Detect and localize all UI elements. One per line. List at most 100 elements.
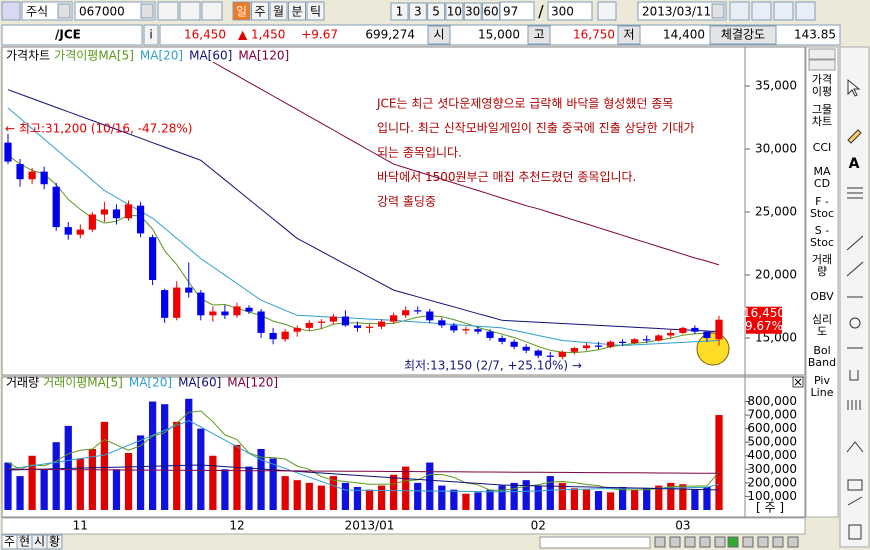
candle-body [161, 290, 169, 318]
candle-body [281, 331, 289, 340]
x-tick-label: 12 [229, 519, 244, 533]
candle-body [257, 311, 265, 333]
volume-bar [197, 428, 205, 510]
tool-button[interactable] [751, 1, 772, 21]
tool-button[interactable] [729, 1, 750, 21]
candle-body [269, 332, 277, 340]
dropdown-arrow[interactable] [140, 3, 154, 19]
x-tick-label: 03 [675, 519, 690, 533]
info-text: i [149, 28, 152, 42]
count-input[interactable] [499, 1, 535, 21]
y-tick-label: 200,000 [747, 475, 797, 489]
indicator-label[interactable]: 그물 [812, 103, 832, 116]
total-input[interactable] [547, 1, 593, 21]
candle-body [136, 205, 145, 234]
candle-body [148, 237, 157, 281]
indicator-label[interactable]: 량 [817, 265, 827, 278]
indicator-label[interactable]: CD [814, 177, 830, 190]
indicator-label[interactable]: F - [815, 195, 829, 208]
volume-bar [486, 489, 494, 510]
dropdown-arrow[interactable] [711, 3, 725, 19]
period-text: 틱 [310, 5, 321, 19]
tab[interactable] [46, 534, 63, 550]
legend-entry: MA[120] [227, 376, 278, 390]
indicator-label[interactable]: Bol [813, 344, 830, 357]
interval-button[interactable] [390, 2, 409, 21]
period-text: 일 [236, 5, 247, 19]
indicator-label[interactable]: 심리 [812, 313, 832, 326]
indicator-label[interactable]: Line [811, 386, 834, 399]
quote-cell [159, 24, 841, 46]
tool-button[interactable] [179, 1, 201, 21]
scroll-down[interactable] [808, 59, 836, 71]
interval-button[interactable] [408, 2, 427, 21]
y-tick-label: 15,000 [755, 330, 797, 344]
candle-body [703, 331, 711, 338]
candle-body [52, 186, 60, 228]
app-icon[interactable] [1, 1, 21, 21]
interval-button[interactable] [427, 2, 446, 21]
code-input[interactable] [74, 1, 156, 21]
low-value: 14,400 [663, 28, 705, 42]
indicator-label[interactable]: 도 [817, 325, 827, 338]
indicator-label[interactable]: 거래 [812, 253, 832, 266]
bottom-icons[interactable] [654, 536, 799, 548]
volume-bar [136, 435, 145, 510]
interval-text: 1 [396, 5, 404, 19]
tool-button[interactable] [773, 1, 794, 21]
period-button[interactable] [251, 1, 269, 21]
interval-button[interactable] [445, 2, 464, 21]
ma-line [7, 464, 720, 491]
indicator-label[interactable]: Stoc [810, 236, 834, 249]
info-cell[interactable] [143, 24, 159, 46]
tab-label: 시 [34, 535, 45, 549]
period-button[interactable] [306, 1, 325, 21]
legend-entry: MA[20] [140, 49, 183, 63]
last-change: 9.67% [745, 319, 783, 333]
interval-button[interactable] [463, 2, 482, 21]
period-button[interactable] [269, 1, 288, 21]
interval-text: 60 [483, 5, 498, 19]
candle-body [185, 287, 193, 293]
price-panel [1, 46, 806, 376]
indicator-label[interactable]: S - [815, 224, 829, 237]
indicator-label[interactable]: 이평 [812, 85, 832, 98]
date-input[interactable] [637, 1, 727, 21]
indicator-label[interactable]: 가격 [812, 73, 832, 86]
scroll-up[interactable] [808, 48, 836, 60]
indicator-label[interactable]: Stoc [810, 207, 834, 220]
tool-button[interactable] [795, 1, 816, 21]
tool-icons[interactable]: A [846, 78, 864, 540]
candle-body [317, 321, 325, 323]
volume-unit: [ 주 ] [756, 501, 784, 515]
period-button[interactable] [232, 1, 251, 21]
volume-bar [365, 489, 374, 510]
indicator-label[interactable]: CCI [813, 141, 832, 154]
count-text: 97 [503, 5, 518, 19]
interval-text: 10 [447, 5, 462, 19]
volume-bar [450, 489, 458, 510]
tool-button[interactable] [201, 1, 223, 21]
indicator-label[interactable]: Piv [814, 374, 830, 387]
indicator-label[interactable]: MA [813, 165, 830, 178]
volume-bar [510, 482, 518, 510]
y-tick-label: 25,000 [755, 204, 797, 218]
legend-entry: MA[120] [238, 49, 289, 63]
candle-body [426, 311, 434, 321]
indicator-label[interactable]: OBV [810, 290, 834, 303]
candle-body [594, 345, 603, 347]
tool-button[interactable] [597, 1, 617, 21]
zoom-slider[interactable] [539, 536, 651, 549]
dropdown-arrow[interactable] [57, 3, 71, 19]
period-button[interactable] [288, 1, 306, 21]
tool-button[interactable] [157, 1, 179, 21]
volume-bar [558, 482, 566, 510]
indicator-label[interactable]: 차트 [812, 115, 832, 128]
total-text: 300 [551, 5, 574, 19]
indicator-label[interactable]: Band [808, 356, 836, 369]
separator: / [538, 2, 544, 21]
open-value: 15,000 [478, 28, 520, 42]
candle-body [450, 325, 458, 331]
interval-text: 5 [432, 5, 440, 19]
